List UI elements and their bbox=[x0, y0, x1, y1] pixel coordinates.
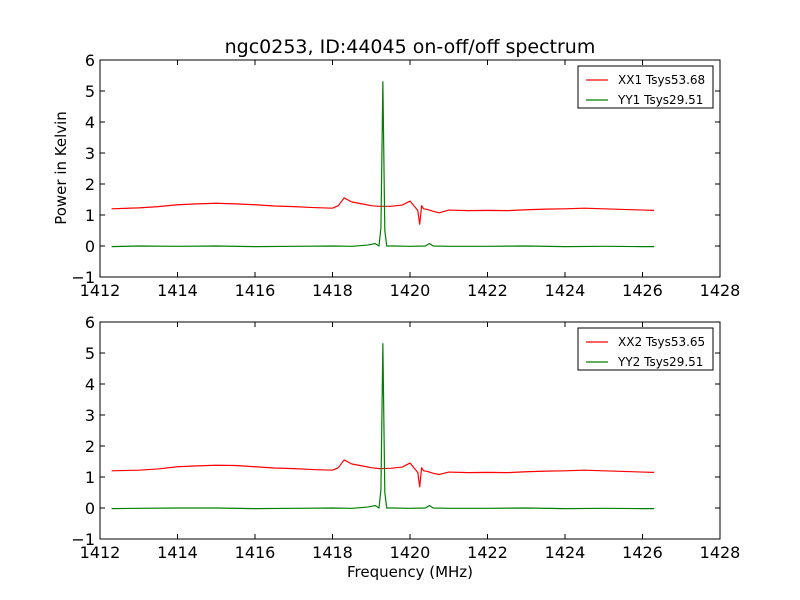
series-line-yy bbox=[111, 343, 655, 510]
x-tick-label: 1412 bbox=[80, 281, 121, 300]
series-lines bbox=[111, 343, 655, 510]
y-axis: −1 0 1 2 3 4 5 6 bbox=[71, 313, 720, 549]
legend-box bbox=[577, 327, 714, 371]
legend-label: YY2 Tsys29.51 bbox=[617, 355, 703, 369]
legend: XX2 Tsys53.65 YY2 Tsys29.51 bbox=[577, 327, 714, 371]
y-tick-label: 5 bbox=[85, 82, 95, 101]
y-tick-label: 3 bbox=[85, 406, 95, 425]
x-tick-label: 1418 bbox=[312, 281, 353, 300]
x-tick-label: 1426 bbox=[622, 543, 663, 562]
y-tick-label: 5 bbox=[85, 344, 95, 363]
panel-bottom: 1412 1414 1416 1418 1420 1422 1424 1426 1428−101… bbox=[71, 313, 740, 562]
series-line-xx bbox=[111, 459, 655, 488]
legend-label: YY1 Tsys29.51 bbox=[617, 93, 703, 107]
legend: XX1 Tsys53.68 YY1 Tsys29.51 bbox=[577, 65, 714, 109]
x-tick-label: 1424 bbox=[545, 543, 586, 562]
x-tick-label: 1426 bbox=[622, 281, 663, 300]
y-tick-label: 6 bbox=[85, 313, 95, 332]
x-tick-label: 1420 bbox=[390, 543, 431, 562]
x-tick-label: 1414 bbox=[157, 543, 198, 562]
x-tick-label: 1422 bbox=[467, 543, 508, 562]
y-tick-label: 3 bbox=[85, 144, 95, 163]
x-tick-label: 1412 bbox=[80, 543, 121, 562]
y-tick-label: 0 bbox=[85, 237, 95, 256]
x-tick-label: 1416 bbox=[235, 543, 276, 562]
legend-box bbox=[577, 65, 714, 109]
x-axis: 1412 1414 1416 1418 1420 1422 1424 1426 1428 bbox=[80, 60, 741, 300]
y-tick-label: 1 bbox=[85, 206, 95, 225]
x-tick-label: 1424 bbox=[545, 281, 586, 300]
series-line-yy bbox=[111, 81, 655, 248]
y-tick-label: 0 bbox=[85, 499, 95, 518]
y-tick-label: 4 bbox=[85, 113, 95, 132]
x-tick-label: 1428 bbox=[700, 543, 741, 562]
series-line-xx bbox=[111, 197, 655, 225]
y-tick-label: 4 bbox=[85, 375, 95, 394]
x-axis-label: Frequency (MHz) bbox=[347, 563, 473, 581]
x-tick-label: 1414 bbox=[157, 281, 198, 300]
panel-top: 1412 1414 1416 1418 1420 1422 1424 1426 1428−101… bbox=[71, 51, 740, 300]
y-axis: −1 0 1 2 3 4 5 6 bbox=[71, 51, 720, 287]
y-tick-label: −1 bbox=[71, 268, 95, 287]
legend-label: XX1 Tsys53.68 bbox=[618, 73, 705, 87]
x-tick-label: 1420 bbox=[390, 281, 431, 300]
x-tick-label: 1418 bbox=[312, 543, 353, 562]
y-tick-label: −1 bbox=[71, 530, 95, 549]
y-tick-label: 1 bbox=[85, 468, 95, 487]
chart-title: ngc0253, ID:44045 on-off/off spectrum bbox=[225, 36, 596, 58]
x-tick-label: 1416 bbox=[235, 281, 276, 300]
legend-label: XX2 Tsys53.65 bbox=[618, 335, 705, 349]
x-axis: 1412 1414 1416 1418 1420 1422 1424 1426 1428 bbox=[80, 322, 741, 562]
x-tick-label: 1428 bbox=[700, 281, 741, 300]
y-axis-label: Power in Kelvin bbox=[52, 111, 70, 225]
y-tick-label: 6 bbox=[85, 51, 95, 70]
y-tick-label: 2 bbox=[85, 175, 95, 194]
series-lines bbox=[111, 81, 655, 248]
x-tick-label: 1422 bbox=[467, 281, 508, 300]
y-tick-label: 2 bbox=[85, 437, 95, 456]
